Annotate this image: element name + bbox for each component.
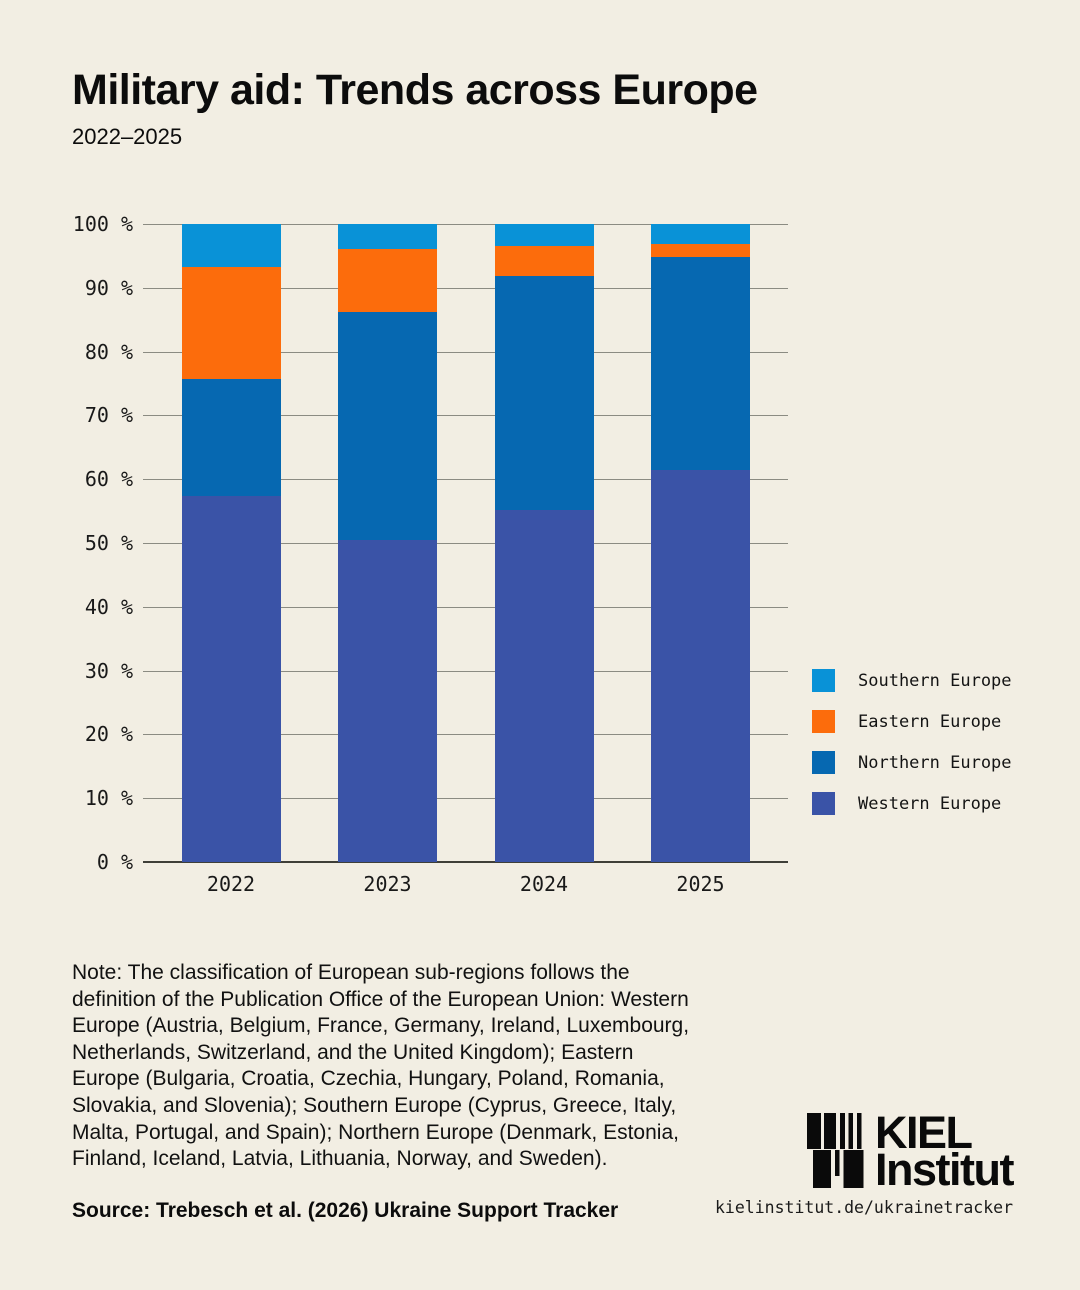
gridline-30 <box>143 670 788 672</box>
footnote-line: Malta, Portugal, and Spain); Northern Eu… <box>72 1120 679 1144</box>
legend-item-southern-europe: Southern Europe <box>812 669 1012 692</box>
tracker-url: kielinstitut.de/ukrainetracker <box>714 1198 1013 1217</box>
plot-area <box>143 224 788 863</box>
bar-segment-2025-southern-europe <box>651 224 750 244</box>
bar-segment-2024-northern-europe <box>494 276 594 511</box>
bar-segment-2024-eastern-europe <box>494 246 594 277</box>
bar-segment-2022-northern-europe <box>181 379 281 496</box>
footnote-line: Finland, Iceland, Latvia, Lithuania, Nor… <box>72 1147 608 1171</box>
footnote-line: Netherlands, Switzerland, and the United… <box>72 1040 634 1064</box>
gridline-0 <box>143 861 788 863</box>
y-tick-label-0: 0 % <box>96 850 133 874</box>
footnote: Note: The classification of European sub… <box>72 960 689 1173</box>
y-tick-label-20: 20 % <box>84 722 133 747</box>
bar-segment-2025-northern-europe <box>651 257 750 470</box>
bar-segment-2022-western-europe <box>181 495 281 862</box>
y-tick-label-80: 80 % <box>84 339 133 364</box>
x-tick-label-2025: 2025 <box>676 872 725 896</box>
gridline-10 <box>143 798 788 800</box>
y-tick-label-90: 90 % <box>84 275 133 300</box>
bar-2025 <box>651 224 750 862</box>
legend-swatch <box>812 669 835 692</box>
gridline-100 <box>143 224 788 225</box>
legend-swatch <box>812 751 835 774</box>
bar-segment-2023-western-europe <box>338 539 437 862</box>
kiel-institut-logo-icon <box>807 1113 864 1188</box>
y-tick-label-50: 50 % <box>84 531 133 555</box>
footnote-line: definition of the Publication Office of … <box>72 987 689 1011</box>
bar-2022 <box>181 224 281 862</box>
legend-label: Western Europe <box>858 793 1002 814</box>
legend-label: Northern Europe <box>858 752 1012 773</box>
x-tick-label-2024: 2024 <box>519 872 569 896</box>
kiel-institut-logo-text: KIEL Institut <box>875 1107 1014 1195</box>
source-line: Source: Trebesch et al. (2026) Ukraine S… <box>72 1199 619 1222</box>
legend-item-western-europe: Western Europe <box>812 792 1001 815</box>
logo-text-line2: Institut <box>875 1144 1014 1195</box>
bar-segment-2024-western-europe <box>494 510 594 862</box>
legend-label: Eastern Europe <box>858 711 1002 732</box>
bar-segment-2022-southern-europe <box>181 224 281 267</box>
bar-segment-2023-southern-europe <box>338 224 437 249</box>
gridline-70 <box>143 415 788 417</box>
gridline-50 <box>143 543 788 544</box>
chart-title: Military aid: Trends across Europe <box>72 66 758 114</box>
bar-segment-2025-western-europe <box>651 469 750 862</box>
y-tick-label-30: 30 % <box>84 658 133 683</box>
bar-segment-2023-eastern-europe <box>338 248 437 313</box>
bar-segment-2024-southern-europe <box>494 224 594 247</box>
y-tick-label-40: 40 % <box>84 594 133 619</box>
legend-item-eastern-europe: Eastern Europe <box>812 710 1001 733</box>
chart-subtitle: 2022–2025 <box>72 124 183 149</box>
y-tick-label-10: 10 % <box>84 786 133 811</box>
bar-segment-2025-eastern-europe <box>651 243 750 258</box>
gridline-90 <box>143 287 788 289</box>
bar-segment-2022-eastern-europe <box>181 266 281 380</box>
gridline-80 <box>143 351 788 353</box>
legend-item-northern-europe: Northern Europe <box>812 751 1012 774</box>
logo-text-line1: KIEL <box>875 1107 973 1158</box>
gridline-20 <box>143 734 788 736</box>
x-tick-label-2022: 2022 <box>206 872 256 896</box>
legend-label: Southern Europe <box>858 670 1012 691</box>
bar-segment-2023-northern-europe <box>338 312 437 540</box>
bar-2023 <box>338 224 437 862</box>
gridline-40 <box>143 606 788 608</box>
legend-swatch <box>812 710 835 733</box>
y-tick-label-70: 70 % <box>84 403 133 428</box>
x-tick-label-2023: 2023 <box>363 872 412 896</box>
y-tick-label-60: 60 % <box>84 467 133 492</box>
legend-swatch <box>812 792 835 815</box>
y-tick-label-100: 100 % <box>72 212 133 236</box>
kiel-institut-logo: KIEL Institut <box>806 1107 1014 1195</box>
footnote-line: Europe (Austria, Belgium, France, German… <box>72 1014 690 1038</box>
footnote-line: Slovakia, and Slovenia); Southern Europe… <box>72 1093 677 1117</box>
gridline-60 <box>143 479 788 481</box>
footnote-line: Europe (Bulgaria, Croatia, Czechia, Hung… <box>72 1067 665 1091</box>
bar-2024 <box>494 224 594 862</box>
footnote-line: Note: The classification of European sub… <box>72 961 630 984</box>
